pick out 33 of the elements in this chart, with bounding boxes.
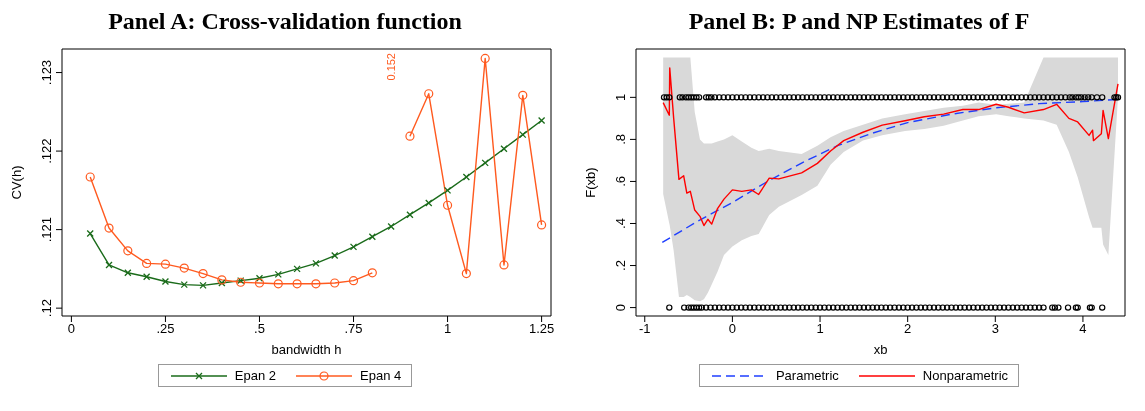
y-tick-label: .123 xyxy=(39,59,54,86)
x-tick-label: 1 xyxy=(816,321,824,337)
x-tick-label: -1 xyxy=(638,321,651,337)
x-tick-label: .25 xyxy=(156,321,175,337)
chart-title: Panel B: P and NP Estimates of F xyxy=(687,8,1031,36)
x-tick-label: 0 xyxy=(67,321,76,337)
x-tick-label: 0 xyxy=(728,321,737,337)
x-tick-label: .5 xyxy=(254,321,265,337)
x-tick-label: 2 xyxy=(904,321,912,337)
y-tick-label: .122 xyxy=(39,138,54,164)
legend-label: Parametric xyxy=(775,368,839,383)
y-tick-label: .12 xyxy=(39,299,54,318)
x-tick-label: .75 xyxy=(344,321,363,337)
y-tick-label: .4 xyxy=(613,218,628,229)
y-axis-title: F(xb) xyxy=(582,167,598,198)
y-tick-label: .2 xyxy=(613,260,628,271)
legend-label: Epan 2 xyxy=(234,368,276,383)
x-tick-label: 4 xyxy=(1079,321,1087,337)
chart-title: Panel A: Cross-validation function xyxy=(107,8,463,36)
legend-label: Epan 4 xyxy=(360,368,402,383)
y-tick-label: .6 xyxy=(613,176,628,187)
x-tick-label: 3 xyxy=(991,321,999,337)
annotation: 0.152 xyxy=(385,53,398,81)
x-tick-label: 1.25 xyxy=(528,321,555,337)
y-axis-title: CV(h) xyxy=(8,165,24,200)
x-axis-title: xb xyxy=(873,342,888,357)
x-tick-label: 1 xyxy=(443,321,452,337)
x-axis-title: bandwidth h xyxy=(271,342,342,357)
y-tick-label: 0 xyxy=(613,303,628,312)
y-tick-label: 1 xyxy=(613,93,628,101)
legend-label: Nonparametric xyxy=(922,368,1009,383)
y-tick-label: .8 xyxy=(613,133,628,145)
y-tick-label: .121 xyxy=(39,216,54,243)
